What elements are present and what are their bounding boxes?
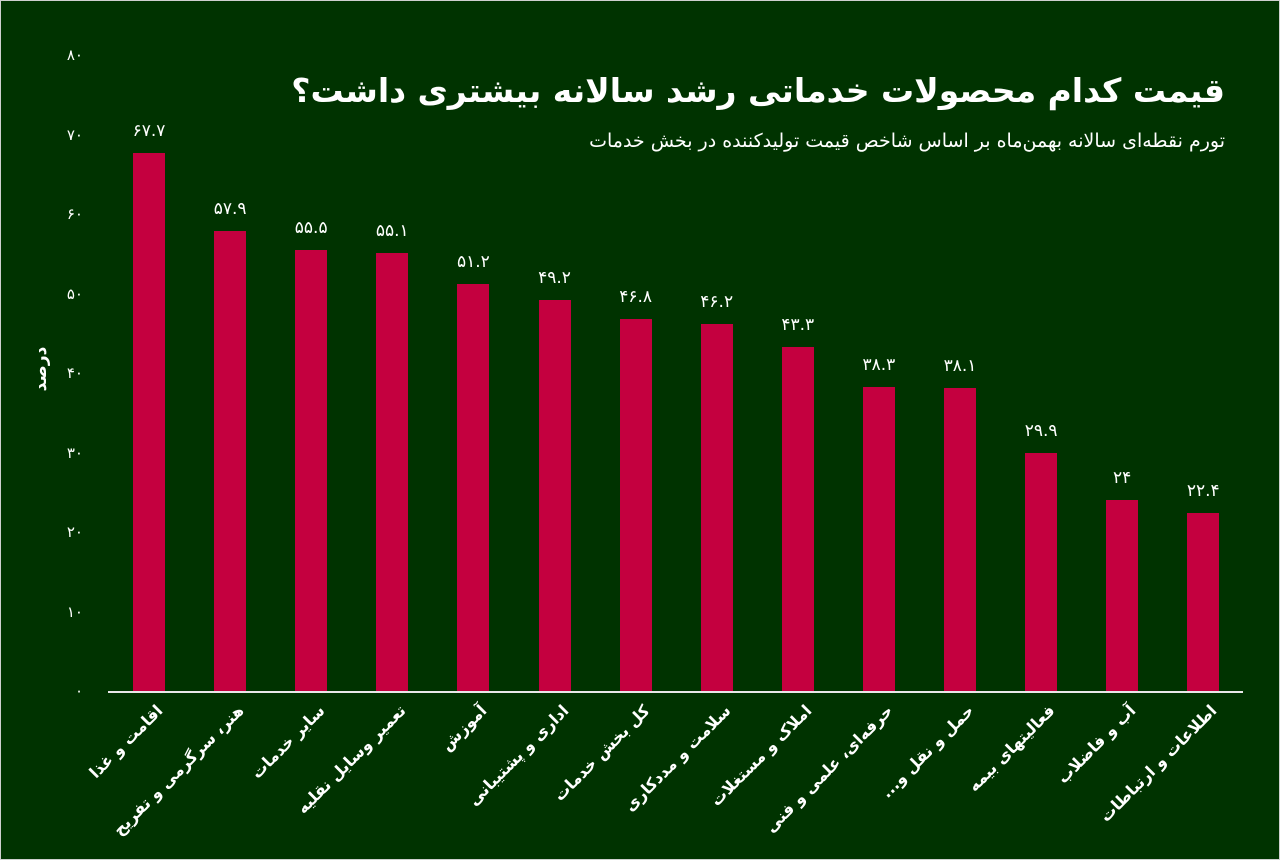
bar-value-label: ۵۵.۱ (375, 220, 409, 241)
bar (1106, 500, 1139, 691)
bar (781, 346, 814, 691)
bar (862, 386, 895, 691)
bar (1025, 453, 1058, 691)
bar (214, 230, 247, 691)
bar (133, 152, 165, 691)
x-axis-baseline (108, 691, 1243, 693)
category-label: سایر خدمات (247, 701, 329, 783)
category-label: هنر، سرگرمی و تفریح (109, 701, 248, 840)
y-tick: ۰ (74, 682, 83, 700)
bar-value-label: ۴۶.۲ (700, 291, 734, 312)
y-tick: ۸۰ (66, 46, 83, 64)
bar-value-label: ۲۹.۹ (1024, 421, 1058, 442)
bar-value-label: ۵۷.۹ (213, 198, 247, 219)
category-label: فعالیتهای بیمه (964, 701, 1059, 796)
y-tick: ۷۰ (66, 125, 83, 144)
y-tick: ۱۰ (66, 602, 83, 621)
y-tick: ۳۰ (66, 443, 83, 462)
bar (700, 323, 733, 691)
bar (944, 388, 976, 691)
bar-value-label: ۴۶.۸ (619, 286, 652, 307)
y-tick: ۴۰ (66, 364, 83, 382)
bar-value-label: ۵۵.۵ (294, 217, 328, 238)
bar-value-label: ۳۸.۳ (862, 354, 896, 375)
chart-subtitle: تورم نقطه‌ای سالانه بهمن‌ماه بر اساس شاخ… (589, 130, 1225, 152)
y-tick: ۲۰ (66, 523, 83, 541)
bar (376, 252, 409, 691)
category-label: آب و فاضلاب (1053, 701, 1140, 788)
bar (457, 283, 490, 691)
bar-value-label: ۴۳.۳ (781, 314, 815, 335)
bar (538, 299, 571, 691)
bar (295, 249, 328, 691)
category-label: اقامت و غذا (85, 701, 167, 783)
category-label: آموزش (437, 701, 491, 755)
bar-value-label: ۶۷.۷ (132, 120, 166, 141)
bar-value-label: ۴۹.۲ (538, 267, 571, 288)
bar-value-label: ۵۱.۲ (456, 251, 490, 272)
chart-title: قیمت کدام محصولات خدماتی رشد سالانه بیشت… (291, 71, 1225, 110)
bar (619, 318, 652, 691)
bar-value-label: ۲۲.۴ (1186, 480, 1220, 501)
bar (1187, 512, 1220, 691)
bar-value-label: ۳۸.۱ (943, 356, 977, 377)
y-tick: ۶۰ (66, 205, 83, 223)
bar-value-label: ۲۴ (1113, 468, 1132, 489)
y-tick: ۵۰ (66, 284, 83, 303)
